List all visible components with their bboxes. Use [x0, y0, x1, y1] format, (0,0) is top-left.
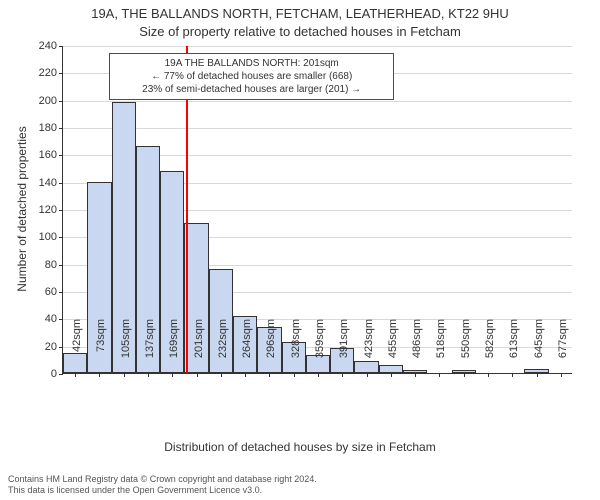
ytick-label: 0: [51, 368, 63, 380]
xtick-label: 391sqm: [338, 319, 350, 379]
ytick-label: 80: [45, 259, 63, 271]
xtick-label: 296sqm: [265, 319, 277, 379]
xtick-label: 613sqm: [508, 319, 520, 379]
ytick-label: 20: [45, 341, 63, 353]
gridline: [63, 128, 572, 129]
xtick-label: 73sqm: [95, 319, 107, 379]
xtick-label: 486sqm: [411, 319, 423, 379]
xtick-label: 264sqm: [241, 319, 253, 379]
ytick-label: 160: [39, 149, 63, 161]
xtick-label: 201sqm: [193, 319, 205, 379]
gridline: [63, 101, 572, 102]
y-axis-label: Number of detached properties: [15, 109, 29, 309]
license-line-1: Contains HM Land Registry data © Crown c…: [8, 474, 317, 485]
xtick-label: 455sqm: [387, 319, 399, 379]
ytick-label: 120: [39, 204, 63, 216]
x-axis-label: Distribution of detached houses by size …: [0, 440, 600, 454]
xtick-label: 42sqm: [71, 319, 83, 379]
xtick-label: 105sqm: [120, 319, 132, 379]
xtick-label: 232sqm: [217, 319, 229, 379]
ytick-label: 40: [45, 313, 63, 325]
xtick-label: 677sqm: [557, 319, 569, 379]
chart-title-line1: 19A, THE BALLANDS NORTH, FETCHAM, LEATHE…: [0, 6, 600, 21]
xtick-label: 169sqm: [168, 319, 180, 379]
ytick-label: 100: [39, 231, 63, 243]
plot-area: 02040608010012014016018020022024042sqm73…: [62, 46, 572, 374]
xtick-label: 423sqm: [363, 319, 375, 379]
xtick-label: 645sqm: [533, 319, 545, 379]
gridline: [63, 46, 572, 47]
annotation-line: 23% of semi-detached houses are larger (…: [116, 83, 388, 96]
ytick-label: 180: [39, 122, 63, 134]
annotation-box: 19A THE BALLANDS NORTH: 201sqm← 77% of d…: [109, 53, 395, 100]
ytick-label: 200: [39, 95, 63, 107]
annotation-line: ← 77% of detached houses are smaller (66…: [116, 70, 388, 83]
xtick-label: 550sqm: [460, 319, 472, 379]
license-line-2: This data is licensed under the Open Gov…: [8, 485, 317, 496]
chart-root: 19A, THE BALLANDS NORTH, FETCHAM, LEATHE…: [0, 0, 600, 500]
annotation-line: 19A THE BALLANDS NORTH: 201sqm: [116, 57, 388, 70]
ytick-label: 220: [39, 67, 63, 79]
ytick-label: 60: [45, 286, 63, 298]
chart-title-line2: Size of property relative to detached ho…: [0, 24, 600, 39]
license-text: Contains HM Land Registry data © Crown c…: [8, 474, 317, 497]
xtick-label: 582sqm: [484, 319, 496, 379]
ytick-label: 140: [39, 177, 63, 189]
xtick-label: 359sqm: [314, 319, 326, 379]
ytick-label: 240: [39, 40, 63, 52]
xtick-label: 137sqm: [144, 319, 156, 379]
xtick-label: 328sqm: [290, 319, 302, 379]
xtick-label: 518sqm: [435, 319, 447, 379]
